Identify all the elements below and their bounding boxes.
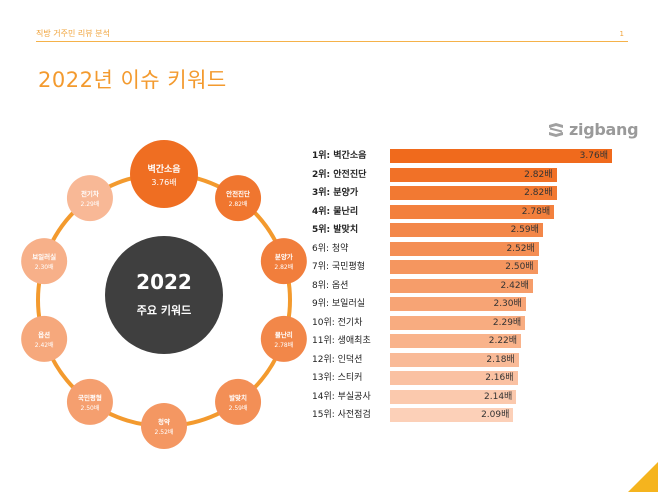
bar-category-label: 10위: 전기차 [312,317,363,328]
bar-value-label: 2.50배 [505,262,534,272]
bar-value-label: 2.22배 [488,336,518,346]
wheel-node [215,378,262,425]
bar-category-label: 4위: 물난리 [312,206,359,217]
bar [390,149,612,163]
bar-value-label: 2.18배 [486,354,515,365]
bar-category-label: 11위: 생애최초 [312,336,371,346]
bar [390,389,517,404]
bar-value-label: 2.78배 [521,206,551,217]
bar-value-label: 2.09배 [481,410,510,420]
wheel-node-value: 2.50배 [80,404,99,412]
bar [390,297,526,311]
bar-category-label: 14위: 부실공사 [312,391,371,402]
bar [390,315,526,330]
wheel-node-label: 옵션 [38,330,50,339]
wheel-node [66,175,113,222]
wheel-node-value: 2.82배 [274,263,293,271]
bar-value-label: 2.42배 [500,280,529,291]
keyword-wheel: 벽간소음3.76배안전진단2.82배분양가2.82배물난리2.78배발맞치2.5… [21,140,307,449]
wheel-node [66,378,113,425]
bar-category-label: 9위: 보일러실 [312,299,366,309]
bar-value-label: 2.82배 [524,188,553,198]
bar-category-label: 3위: 분양가 [312,188,359,198]
center-subtitle: 주요 키워드 [137,303,191,317]
wheel-node [260,315,307,362]
wheel-node-label: 국민평형 [78,393,102,402]
bar [390,278,533,293]
bar-value-label: 3.76배 [579,151,608,161]
wheel-node [21,238,68,285]
wheel-node-value: 2.42배 [35,341,54,349]
bar-value-label: 2.82배 [524,169,553,180]
wheel-node [21,315,68,362]
bar [390,241,539,256]
bar-value-label: 2.16배 [485,373,514,383]
wheel-node-value: 2.78배 [274,341,293,349]
bar-category-label: 15위: 사전점검 [312,410,371,420]
corner-decoration [628,462,658,492]
bar-category-label: 8위: 옵션 [312,280,349,291]
bar [390,260,538,274]
bar [390,371,518,385]
bar [390,223,543,237]
bar [390,408,514,422]
bar-category-label: 2위: 안전진단 [312,169,367,180]
bar [390,186,557,200]
center-year: 2022 [136,270,192,294]
wheel-node-label: 발맞치 [229,393,247,402]
brand-name: zigbang [569,120,639,139]
wheel-node [260,238,307,285]
wheel-node-label: 보일러실 [32,252,56,261]
wheel-node-label: 전기차 [81,189,99,198]
wheel-node-label: 청약 [158,417,170,426]
brand-logo: zigbang [547,120,639,139]
wheel-node [141,403,187,449]
bar-category-label: 6위: 청약 [312,243,349,254]
bar-category-label: 1위: 벽간소음 [312,151,367,161]
bar-value-label: 2.29배 [492,317,522,328]
wheel-node-label: 물난리 [275,330,293,339]
header-divider [36,41,628,42]
bar [390,204,555,219]
wheel-node-value: 2.82배 [229,200,248,208]
bar-value-label: 2.14배 [484,391,513,402]
wheel-node-value: 2.29배 [80,200,99,208]
wheel-node-value: 2.30배 [35,263,54,271]
bar [390,167,557,182]
bar-category-label: 12위: 인덕션 [312,354,363,365]
wheel-node [130,140,198,208]
bar-value-label: 2.59배 [510,225,539,235]
page-number: 1 [619,30,624,38]
bar-value-label: 2.52배 [506,243,535,254]
bar [390,352,519,367]
bar-category-label: 7위: 국민평형 [312,262,366,272]
wheel-node-value: 2.59배 [229,404,248,412]
wheel-node-label: 안전진단 [226,189,250,198]
page-title: 2022년 이슈 키워드 [38,68,227,92]
ranking-bar-chart: 1위: 벽간소음 3.76배 2위: 안전진단 2.82배 3위: 분양가 2.82배 4위… [300,145,630,435]
center-circle [105,236,223,354]
wheel-node-value: 3.76배 [151,178,176,187]
header-label: 직방 거주민 리뷰 분석 [36,29,110,38]
zigbang-logo-icon [549,122,563,137]
wheel-node-value: 2.52배 [155,428,174,436]
bar [390,334,522,348]
bar-category-label: 13위: 스티커 [312,373,363,383]
bar-value-label: 2.30배 [493,299,522,309]
wheel-node-label: 벽간소음 [147,163,180,175]
wheel-node [215,175,262,222]
wheel-node-label: 분양가 [275,252,293,261]
bar-category-label: 5위: 발맞치 [312,225,359,235]
